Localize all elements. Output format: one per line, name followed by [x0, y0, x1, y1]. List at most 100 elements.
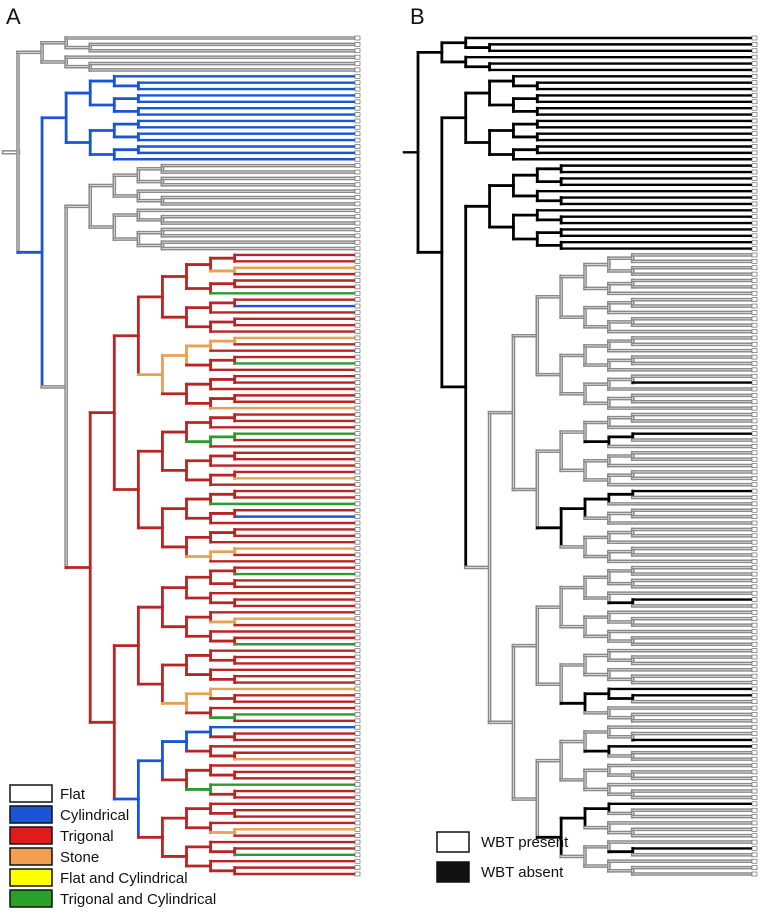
treeB-tip-marker — [751, 290, 758, 296]
treeB-tip-marker — [751, 405, 758, 411]
treeA-tip-marker — [354, 616, 361, 622]
treeB-tip-marker — [751, 118, 758, 124]
legend-label-trigonal-cylindrical: Trigonal and Cylindrical — [60, 891, 216, 908]
treeA-tip-marker — [354, 284, 361, 290]
treeA-tip-marker — [354, 361, 361, 366]
treeB-tip-marker — [751, 833, 758, 839]
treeA-tip-marker — [354, 552, 361, 558]
treeA-tip-marker — [354, 278, 361, 283]
treeB-tip-marker — [751, 310, 758, 315]
treeB-tip-marker — [751, 686, 758, 692]
treeA-tip-marker — [354, 756, 361, 762]
treeA-tip-marker — [354, 265, 361, 271]
treeB-tip-marker — [751, 795, 758, 800]
treeB-tip-marker — [751, 622, 758, 628]
treeA-tip-marker — [354, 169, 361, 175]
treeB-tip-marker — [751, 278, 758, 283]
treeA-tip-marker — [354, 42, 361, 47]
treeB-tip-marker — [751, 271, 758, 277]
treeA-tip-marker — [354, 303, 361, 309]
treeA-tip-marker — [354, 54, 361, 60]
treeB-tip-marker — [751, 507, 758, 513]
treeB-tip-marker — [751, 775, 758, 781]
treeB-tip-marker — [751, 233, 758, 239]
treeB-tip-marker — [751, 750, 758, 756]
treeB-tip-marker — [751, 629, 758, 634]
treeB-tip-marker — [751, 641, 758, 647]
treeB-tip-marker — [751, 342, 758, 347]
treeA-tip-marker — [354, 150, 361, 156]
treeB-tip-marker — [751, 54, 758, 60]
treeB-tip-marker — [751, 610, 758, 615]
treeA-tip-marker — [354, 444, 361, 449]
treeA-tip-marker — [354, 342, 361, 347]
treeA-tip-marker — [354, 105, 361, 111]
treeB-tip-marker — [751, 661, 758, 666]
treeA-tip-marker — [354, 437, 361, 443]
treeA-tip-marker — [354, 137, 361, 143]
treeA-tip-marker — [354, 686, 361, 692]
treeA-tip-marker — [354, 507, 361, 513]
treeB-tip-marker — [751, 169, 758, 175]
treeB-tip-marker — [751, 188, 758, 194]
treeB-tip-marker — [751, 865, 758, 870]
legend-a-item-stone: Stone — [9, 847, 99, 866]
treeA-tip-marker — [354, 35, 361, 41]
phylogeny-b — [402, 35, 758, 877]
treeA-tip-marker — [354, 271, 361, 277]
treeB-tip-marker — [751, 361, 758, 366]
treeB-tip-marker — [751, 373, 758, 379]
treeA-tip-marker — [354, 827, 361, 832]
treeB-tip-marker — [751, 571, 758, 577]
treeB-tip-marker — [751, 782, 758, 787]
treeA-tip-marker — [354, 316, 361, 322]
treeA-tip-marker — [354, 259, 361, 264]
treeA-tip-marker — [354, 852, 361, 858]
treeB-tip-marker — [751, 99, 758, 105]
legend-b-item-present: WBT present — [436, 831, 569, 853]
treeA-tip-marker — [354, 629, 361, 634]
treeB-tip-marker — [751, 667, 758, 673]
treeB-tip-marker — [751, 718, 758, 724]
treeA-tip-marker — [354, 476, 361, 481]
treeA-tip-marker — [354, 527, 361, 532]
treeB-tip-marker — [751, 827, 758, 832]
treeA-tip-marker — [354, 871, 361, 877]
treeA-tip-marker — [354, 469, 361, 475]
treeA-tip-marker — [354, 622, 361, 628]
treeA-tip-marker — [354, 641, 361, 647]
treeA-tip-marker — [354, 680, 361, 685]
panel-label-a: A — [6, 4, 21, 29]
treeB-tip-marker — [751, 144, 758, 149]
treeB-tip-marker — [751, 284, 758, 290]
treeA-tip-marker — [354, 648, 361, 653]
treeA-tip-marker — [354, 393, 361, 398]
treeA-tip-marker — [354, 514, 361, 519]
treeA-tip-marker — [354, 201, 361, 207]
treeB-tip-marker — [751, 565, 758, 570]
treeA-tip-marker — [354, 373, 361, 379]
treeA-tip-marker — [354, 610, 361, 615]
treeA-tip-marker — [354, 571, 361, 577]
legend-swatch-trigonal-cylindrical — [9, 889, 53, 908]
phylogeny-a — [1, 35, 361, 877]
treeB-tip-marker — [751, 527, 758, 532]
treeA-tip-marker — [354, 590, 361, 596]
treeA-tip-marker — [354, 322, 361, 328]
treeA-tip-marker — [354, 367, 361, 373]
treeA-tip-marker — [354, 214, 361, 219]
treeB-tip-marker — [751, 156, 758, 162]
treeA-tip-marker — [354, 335, 361, 341]
treeB-tip-marker — [751, 724, 758, 730]
treeB-tip-marker — [751, 756, 758, 762]
treeB-tip-marker — [751, 546, 758, 551]
treeA-tip-marker — [354, 858, 361, 864]
treeB-tip-marker — [751, 399, 758, 405]
treeA-tip-marker — [354, 578, 361, 583]
legend-label-cylindrical: Cylindrical — [60, 807, 129, 824]
treeB-tip-marker — [751, 852, 758, 858]
legend-b: WBT present WBT absent — [436, 831, 569, 883]
treeB-tip-marker — [751, 712, 758, 717]
treeA-tip-marker — [354, 73, 361, 79]
treeA-tip-marker — [354, 233, 361, 239]
